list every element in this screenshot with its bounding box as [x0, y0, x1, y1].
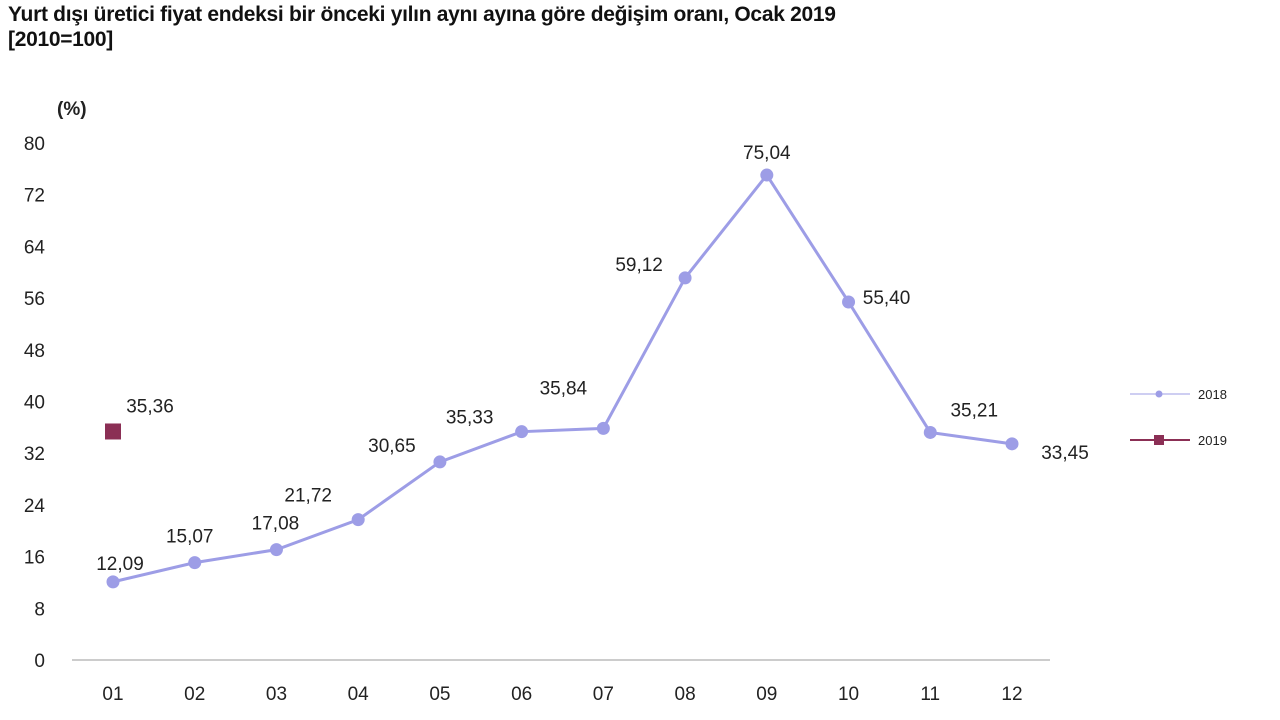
data-point-2018 [923, 425, 937, 439]
x-tick-label: 11 [920, 684, 940, 705]
data-label-2018: 35,33 [446, 408, 494, 429]
data-label-2018: 35,84 [540, 378, 588, 399]
legend-label: 2018 [1198, 387, 1227, 402]
chart-title-main: Yurt dışı üretici fiyat endeksi bir önce… [8, 3, 836, 26]
data-label-2018: 21,72 [284, 486, 332, 507]
y-tick-label: 0 [34, 651, 45, 672]
legend-label: 2019 [1198, 433, 1227, 448]
data-point-2018 [760, 168, 774, 182]
x-tick-label: 06 [511, 684, 532, 705]
data-label-2018: 30,65 [368, 436, 416, 457]
y-tick-label: 72 [24, 186, 45, 207]
data-label-2018: 12,09 [96, 554, 144, 575]
data-label-2018: 59,12 [615, 255, 663, 276]
y-tick-label: 56 [24, 289, 45, 310]
x-tick-label: 03 [266, 684, 287, 705]
chart-title: Yurt dışı üretici fiyat endeksi bir önce… [8, 2, 836, 52]
x-tick-label: 09 [756, 684, 777, 705]
y-tick-label: 40 [24, 393, 45, 414]
y-tick-label: 48 [24, 341, 45, 362]
data-label-2018: 15,07 [166, 527, 214, 548]
legend-marker-circle [1155, 390, 1163, 398]
data-point-2018 [596, 421, 610, 435]
chart-subtitle: [2010=100] [8, 28, 114, 51]
data-label-2018: 17,08 [252, 514, 300, 535]
data-label-2018: 35,21 [950, 400, 998, 421]
x-tick-label: 08 [675, 684, 696, 705]
data-label-2018: 75,04 [743, 143, 791, 164]
data-point-2018 [842, 295, 856, 309]
legend-item-2019: 2019 [1130, 433, 1227, 448]
y-tick-label: 8 [34, 599, 45, 620]
y-tick-label: 24 [24, 496, 46, 517]
data-label-2018: 33,45 [1041, 443, 1089, 464]
legend-item-2018: 2018 [1130, 387, 1227, 402]
data-point-2019 [105, 423, 121, 440]
data-point-2018 [188, 556, 202, 570]
data-point-2018 [1005, 437, 1019, 451]
y-tick-label: 64 [24, 237, 46, 258]
x-tick-label: 04 [348, 684, 370, 705]
data-point-2018 [678, 271, 692, 285]
x-tick-label: 10 [838, 684, 859, 705]
y-tick-label: 16 [24, 548, 45, 569]
y-tick-label: 32 [24, 444, 45, 465]
x-tick-label: 05 [429, 684, 450, 705]
data-point-2018 [269, 543, 283, 557]
series-line-2018 [112, 172, 1013, 584]
data-point-2018 [351, 513, 365, 527]
x-tick-label: 07 [593, 684, 614, 705]
x-tick-label: 02 [184, 684, 205, 705]
y-tick-label: 80 [24, 134, 45, 155]
y-axis-label: (%) [57, 99, 87, 120]
data-point-2018 [106, 575, 120, 589]
data-label-2019: 35,36 [126, 396, 174, 417]
legend-marker-square [1154, 435, 1164, 445]
data-point-2018 [515, 425, 529, 439]
x-tick-label: 12 [1001, 684, 1022, 705]
data-label-2018: 55,40 [863, 288, 911, 309]
data-point-2018 [433, 455, 447, 469]
x-tick-label: 01 [102, 684, 123, 705]
